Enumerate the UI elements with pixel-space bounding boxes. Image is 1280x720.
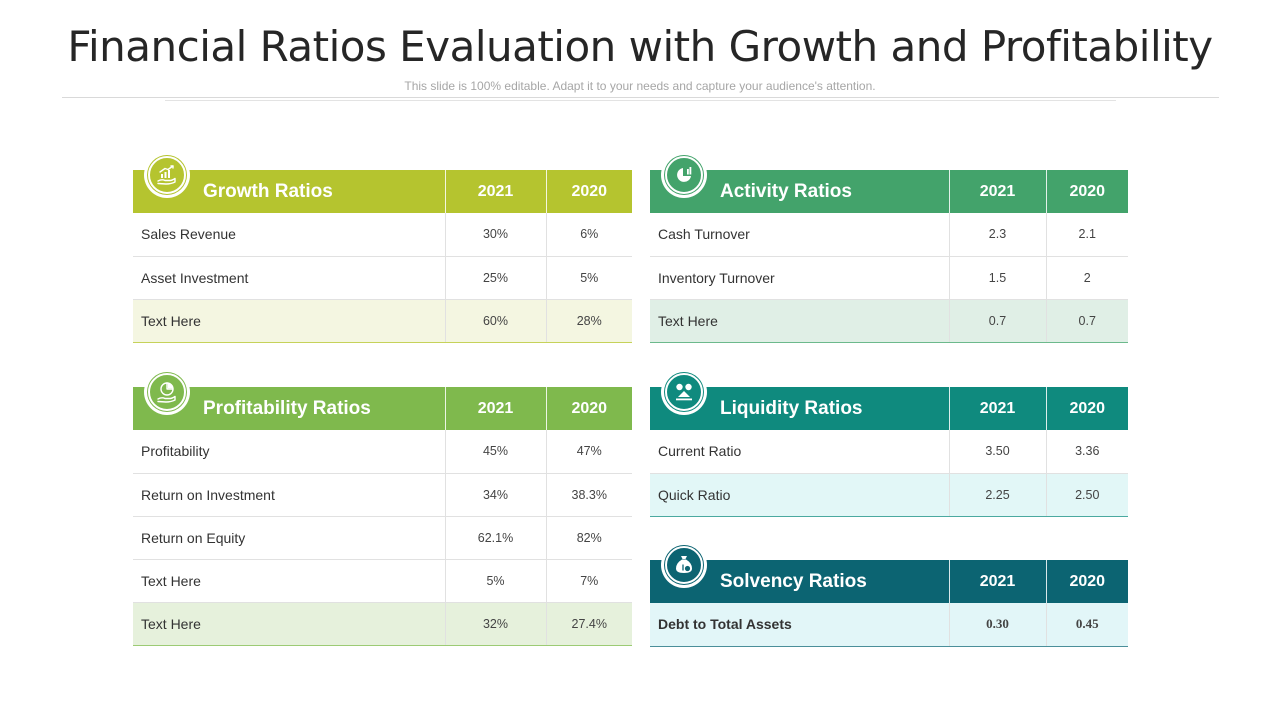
table-row: Asset Investment 25% 5% — [133, 256, 632, 300]
growth-chart-hand-icon — [144, 152, 190, 198]
column-header-2020: 2020 — [545, 387, 632, 430]
value-2020: 38.3% — [545, 473, 632, 517]
pie-chart-hand-icon — [144, 369, 190, 415]
value-2020: 3.36 — [1045, 430, 1128, 474]
activity-ratios-table: Activity Ratios 2021 2020 Cash Turnover … — [650, 170, 1128, 343]
value-2020: 28% — [545, 299, 632, 343]
table-row: Return on Investment 34% 38.3% — [133, 473, 632, 517]
value-2021: 1.5 — [948, 256, 1046, 300]
table-row: Text Here 60% 28% — [133, 299, 632, 343]
ratio-name: Return on Equity — [133, 516, 445, 560]
value-2020: 7% — [545, 559, 632, 603]
table-header-row: Liquidity Ratios 2021 2020 — [650, 387, 1128, 430]
value-2020: 2.1 — [1045, 213, 1128, 257]
column-header-2020: 2020 — [1045, 387, 1128, 430]
table-header-row: Solvency Ratios 2021 2020 — [650, 560, 1128, 603]
coins-balance-icon — [661, 369, 707, 415]
solvency-ratios-table: Solvency Ratios 2021 2020 Debt to Total … — [650, 560, 1128, 647]
liquidity-ratios-panel: Liquidity Ratios 2021 2020 Current Ratio… — [650, 369, 1128, 517]
value-2021: 2.3 — [948, 213, 1046, 257]
value-2021: 3.50 — [948, 430, 1046, 474]
value-2021: 5% — [444, 559, 546, 603]
table-row: Sales Revenue 30% 6% — [133, 213, 632, 257]
value-2020: 5% — [545, 256, 632, 300]
column-header-2021: 2021 — [948, 560, 1046, 603]
ratio-name: Sales Revenue — [133, 213, 445, 257]
column-header-2021: 2021 — [444, 170, 546, 213]
ratio-name: Debt to Total Assets — [650, 603, 949, 647]
panel-heading: Growth Ratios — [133, 170, 445, 213]
table-row: Text Here 0.7 0.7 — [650, 299, 1128, 343]
column-header-2020: 2020 — [545, 170, 632, 213]
ratio-name: Quick Ratio — [650, 473, 949, 517]
ratio-name: Text Here — [133, 299, 445, 343]
value-2021: 60% — [444, 299, 546, 343]
column-header-2021: 2021 — [444, 387, 546, 430]
value-2021: 34% — [444, 473, 546, 517]
ratio-name: Cash Turnover — [650, 213, 949, 257]
column-header-2021: 2021 — [948, 387, 1046, 430]
ratio-name: Return on Investment — [133, 473, 445, 517]
value-2020: 2.50 — [1045, 473, 1128, 517]
value-2021: 25% — [444, 256, 546, 300]
value-2021: 30% — [444, 213, 546, 257]
title-divider-secondary — [165, 100, 1116, 101]
ratio-name: Profitability — [133, 430, 445, 474]
page-title: Financial Ratios Evaluation with Growth … — [67, 22, 1213, 71]
table-row: Text Here 5% 7% — [133, 559, 632, 603]
value-2021: 45% — [444, 430, 546, 474]
ratio-name: Text Here — [650, 299, 949, 343]
title-divider — [62, 97, 1219, 98]
money-bag-icon — [661, 542, 707, 588]
ratio-name: Text Here — [133, 602, 445, 646]
table-row: Return on Equity 62.1% 82% — [133, 516, 632, 560]
table-row: Current Ratio 3.50 3.36 — [650, 430, 1128, 474]
ratio-name: Text Here — [133, 559, 445, 603]
value-2020: 0.7 — [1045, 299, 1128, 343]
column-header-2021: 2021 — [948, 170, 1046, 213]
table-row: Cash Turnover 2.3 2.1 — [650, 213, 1128, 257]
value-2021: 0.7 — [948, 299, 1046, 343]
table-header-row: Growth Ratios 2021 2020 — [133, 170, 632, 213]
value-2020: 27.4% — [545, 602, 632, 646]
growth-ratios-table: Growth Ratios 2021 2020 Sales Revenue 30… — [133, 170, 632, 343]
value-2020: 6% — [545, 213, 632, 257]
solvency-ratios-panel: Solvency Ratios 2021 2020 Debt to Total … — [650, 542, 1128, 647]
value-2020: 2 — [1045, 256, 1128, 300]
table-row: Debt to Total Assets 0.30 0.45 — [650, 603, 1128, 647]
ratio-name: Current Ratio — [650, 430, 949, 474]
liquidity-ratios-table: Liquidity Ratios 2021 2020 Current Ratio… — [650, 387, 1128, 517]
page-subtitle: This slide is 100% editable. Adapt it to… — [404, 79, 876, 93]
table-row: Inventory Turnover 1.5 2 — [650, 256, 1128, 300]
profitability-ratios-table: Profitability Ratios 2021 2020 Profitabi… — [133, 387, 632, 646]
value-2021: 0.30 — [948, 603, 1046, 647]
value-2021: 32% — [444, 602, 546, 646]
table-header-row: Activity Ratios 2021 2020 — [650, 170, 1128, 213]
value-2020: 47% — [545, 430, 632, 474]
ratio-name: Inventory Turnover — [650, 256, 949, 300]
growth-ratios-panel: Growth Ratios 2021 2020 Sales Revenue 30… — [133, 152, 632, 343]
profitability-ratios-panel: Profitability Ratios 2021 2020 Profitabi… — [133, 369, 632, 646]
table-row: Quick Ratio 2.25 2.50 — [650, 473, 1128, 517]
column-header-2020: 2020 — [1045, 560, 1128, 603]
table-row: Profitability 45% 47% — [133, 430, 632, 474]
value-2021: 62.1% — [444, 516, 546, 560]
value-2020: 0.45 — [1045, 603, 1128, 647]
pie-bar-chart-icon — [661, 152, 707, 198]
activity-ratios-panel: Activity Ratios 2021 2020 Cash Turnover … — [650, 152, 1128, 343]
column-header-2020: 2020 — [1045, 170, 1128, 213]
value-2020: 82% — [545, 516, 632, 560]
table-header-row: Profitability Ratios 2021 2020 — [133, 387, 632, 430]
ratio-name: Asset Investment — [133, 256, 445, 300]
value-2021: 2.25 — [948, 473, 1046, 517]
table-row: Text Here 32% 27.4% — [133, 602, 632, 646]
